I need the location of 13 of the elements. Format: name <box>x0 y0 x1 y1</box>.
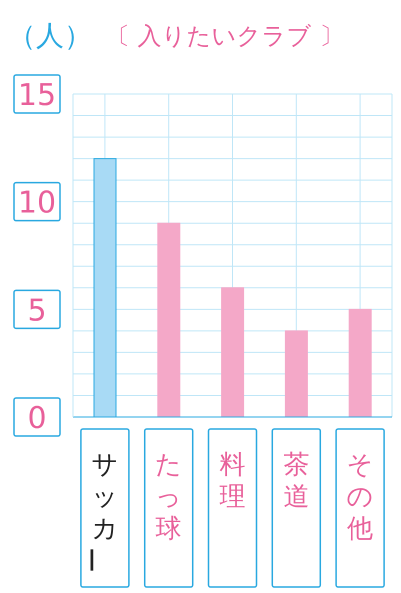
x-tick-label: 料理 <box>220 450 246 512</box>
bar <box>348 308 372 417</box>
y-tick-label: 0 <box>27 401 47 436</box>
x-tick-label: サッカー <box>74 450 118 573</box>
bar <box>221 287 244 417</box>
x-tick-label: たっ球 <box>155 450 182 544</box>
x-tick-label: その他 <box>346 450 374 544</box>
y-tick-label: 5 <box>27 293 47 328</box>
bar <box>284 330 308 417</box>
chart-title: 〔 入りたいクラブ 〕 <box>106 20 344 52</box>
y-axis-title: （人） <box>8 18 92 54</box>
bar <box>157 222 180 417</box>
x-tick-label: 茶道 <box>283 450 310 512</box>
